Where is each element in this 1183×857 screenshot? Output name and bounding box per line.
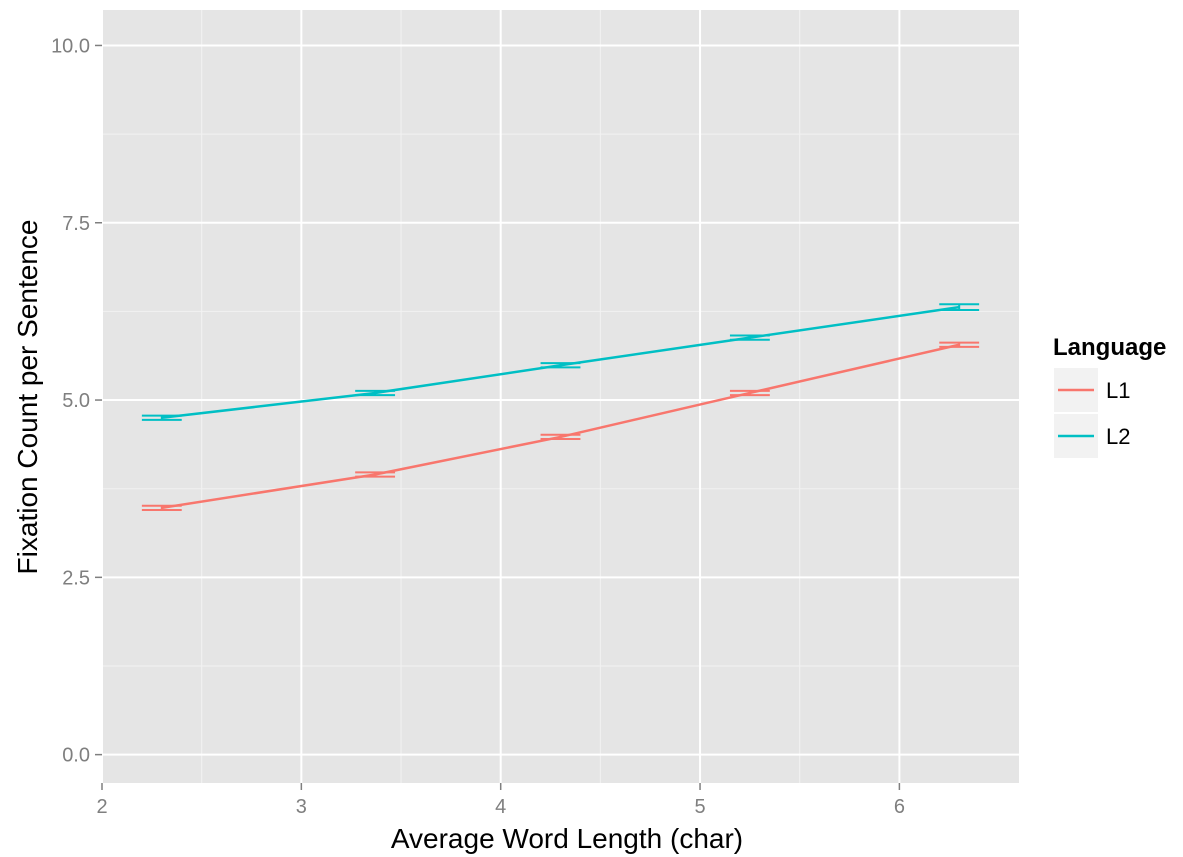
y-tick-label: 0.0 (62, 745, 90, 767)
plot-panel (102, 10, 1019, 783)
y-tick-label: 2.5 (62, 567, 90, 589)
x-tick-label: 3 (296, 796, 307, 818)
major-grid (101, 10, 1019, 783)
x-tick-label: 4 (495, 796, 506, 818)
legend-title: Language (1053, 334, 1166, 361)
legend-label-l1: L1 (1106, 378, 1130, 403)
y-axis: 0.0 2.5 5.0 7.5 10.0 (51, 35, 102, 767)
x-tick-label: 5 (694, 796, 705, 818)
x-tick-label: 2 (96, 796, 107, 818)
y-tick-label: 10.0 (51, 35, 90, 57)
legend-label-l2: L2 (1106, 424, 1130, 449)
minor-grid (102, 10, 1019, 783)
legend: Language L1 L2 (1053, 334, 1166, 458)
x-axis-title: Average Word Length (char) (391, 823, 743, 854)
y-axis-title: Fixation Count per Sentence (12, 220, 43, 575)
y-tick-label: 7.5 (62, 213, 90, 235)
series-layer (141, 303, 980, 511)
x-tick-label: 6 (894, 796, 905, 818)
y-tick-label: 5.0 (62, 390, 90, 412)
x-axis: 2 3 4 5 6 (96, 783, 905, 818)
